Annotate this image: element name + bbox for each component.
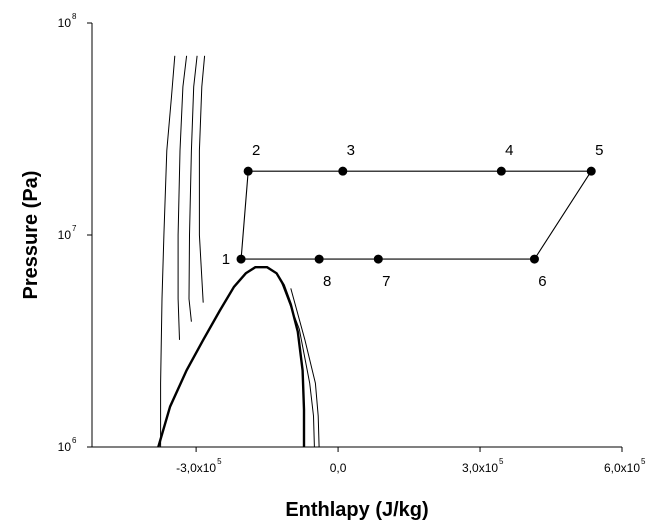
state-point-label-6: 6 <box>538 273 546 290</box>
y-tick-label-3: 10 8 <box>58 12 77 30</box>
x-tick-label-2: 0,0 <box>330 461 347 475</box>
state-point-label-2: 2 <box>252 142 260 159</box>
state-point-2 <box>243 166 253 176</box>
state-point-label-1: 1 <box>222 251 230 268</box>
cycle-path <box>240 170 593 260</box>
x-tick-mantissa: 0,0 <box>330 461 347 475</box>
x-tick-label-4: 6,0x10 5 <box>604 457 646 475</box>
x-tick-label-3: 3,0x10 5 <box>462 457 504 475</box>
state-point-label-5: 5 <box>595 142 603 159</box>
saturation-dome-line <box>157 266 306 448</box>
state-point-5 <box>586 166 596 176</box>
x-tick-label-1: -3,0x10 5 <box>176 457 222 475</box>
plot-area <box>157 55 320 448</box>
y-tick-label-2: 10 7 <box>58 224 77 242</box>
x-tick-mantissa: -3,0x10 <box>176 461 216 475</box>
x-tick-mantissa: 3,0x10 <box>462 461 498 475</box>
axes <box>91 23 622 448</box>
isotherm-line-4 <box>198 55 206 303</box>
y-tick-exponent: 6 <box>72 436 77 445</box>
state-point-8 <box>314 254 324 264</box>
x-tick-exponent: 5 <box>217 457 222 466</box>
state-point-label-3: 3 <box>347 142 355 159</box>
isotherm-line-3 <box>188 55 198 322</box>
state-point-7 <box>373 254 383 264</box>
y-tick-base: 10 <box>58 440 72 454</box>
state-point-label-7: 7 <box>382 273 390 290</box>
y-tick-base: 10 <box>58 228 72 242</box>
y-tick-label-1: 10 6 <box>58 436 77 454</box>
state-point-4 <box>496 166 506 176</box>
state-point-6 <box>529 254 539 264</box>
x-axis-title: Enthlapy (J/kg) <box>285 499 428 521</box>
state-point-3 <box>338 166 348 176</box>
state-point-label-8: 8 <box>323 273 331 290</box>
y-tick-exponent: 8 <box>72 12 77 21</box>
isotherm-line-2 <box>177 55 188 340</box>
x-tick-mantissa: 6,0x10 <box>604 461 640 475</box>
x-tick-exponent: 5 <box>641 457 646 466</box>
isotherm-line-1 <box>160 55 176 447</box>
state-point-label-4: 4 <box>505 142 513 159</box>
y-tick-exponent: 7 <box>72 224 77 233</box>
isotherm-line-6 <box>290 288 320 448</box>
cycle: 1 2 3 4 5 6 7 8 <box>222 142 604 290</box>
x-tick-exponent: 5 <box>499 457 504 466</box>
isotherm-line-5 <box>280 281 315 448</box>
state-point-1 <box>236 254 246 264</box>
y-axis-title: Pressure (Pa) <box>20 171 42 300</box>
y-tick-base: 10 <box>58 16 72 30</box>
